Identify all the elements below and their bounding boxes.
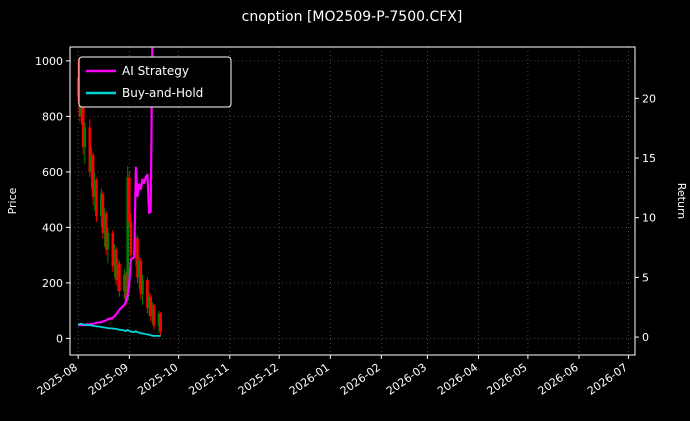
candle-body [88, 127, 92, 172]
candle-body [104, 213, 108, 250]
price-tick-label: 400 [42, 221, 63, 234]
legend-label-buy-and-hold: Buy-and-Hold [122, 86, 203, 100]
chart-title: cnoption [MO2509-P-7500.CFX] [242, 9, 463, 25]
candle-body [157, 313, 161, 326]
candle-body [90, 155, 93, 172]
price-tick-label: 800 [42, 110, 63, 123]
candle-body [147, 296, 151, 308]
candle-body [83, 127, 87, 147]
candle-body [111, 232, 115, 267]
candle-body [81, 99, 85, 147]
candle-body [134, 238, 138, 256]
candle-body [136, 238, 139, 278]
legend-label-ai-strategy: AI Strategy [122, 64, 189, 78]
legend: AI Strategy Buy-and-Hold [78, 56, 232, 108]
candle-body [118, 263, 121, 292]
candle-body [76, 77, 80, 97]
legend-box [78, 56, 232, 108]
candle-body [146, 280, 149, 308]
return-tick-label: 10 [642, 212, 656, 225]
buy-and-hold-line [77, 322, 161, 337]
candle-body [139, 260, 143, 294]
candle-body [93, 180, 96, 197]
candle-body [126, 177, 129, 300]
grid-lines [70, 47, 635, 355]
candle-body [106, 232, 110, 250]
series-lines [77, 47, 161, 337]
ai-strategy-line [78, 47, 154, 327]
candle-body [129, 221, 133, 256]
candle-body [151, 305, 154, 317]
return-tick-label: 15 [642, 152, 656, 165]
candle-body [103, 213, 106, 233]
y-axis-label-left: Price [6, 187, 19, 214]
candle-body [123, 274, 126, 292]
candle-body [100, 194, 103, 217]
candle-body [116, 263, 120, 280]
price-tick-label: 600 [42, 166, 63, 179]
price-tick-label: 0 [56, 332, 63, 345]
return-tick-label: 20 [642, 92, 656, 105]
candle-body [114, 249, 118, 281]
candle-body [91, 155, 95, 197]
candle-body [124, 274, 128, 300]
candle-body [141, 280, 144, 294]
candle-body [113, 249, 116, 267]
candle-body [149, 296, 152, 317]
y-axis-label-right: Return [675, 183, 688, 220]
candle-body [101, 194, 105, 233]
price-tick-label: 200 [42, 277, 63, 290]
price-tick-label: 1000 [35, 55, 63, 68]
candle-body [128, 177, 131, 222]
return-tick-label: 5 [642, 271, 649, 284]
candle-body [137, 260, 141, 278]
return-tick-label: 0 [642, 331, 649, 344]
candle-body [159, 313, 162, 332]
candle-body [152, 305, 156, 326]
candle-body [95, 180, 98, 217]
plot-border [69, 46, 636, 356]
candle-body [80, 99, 83, 117]
